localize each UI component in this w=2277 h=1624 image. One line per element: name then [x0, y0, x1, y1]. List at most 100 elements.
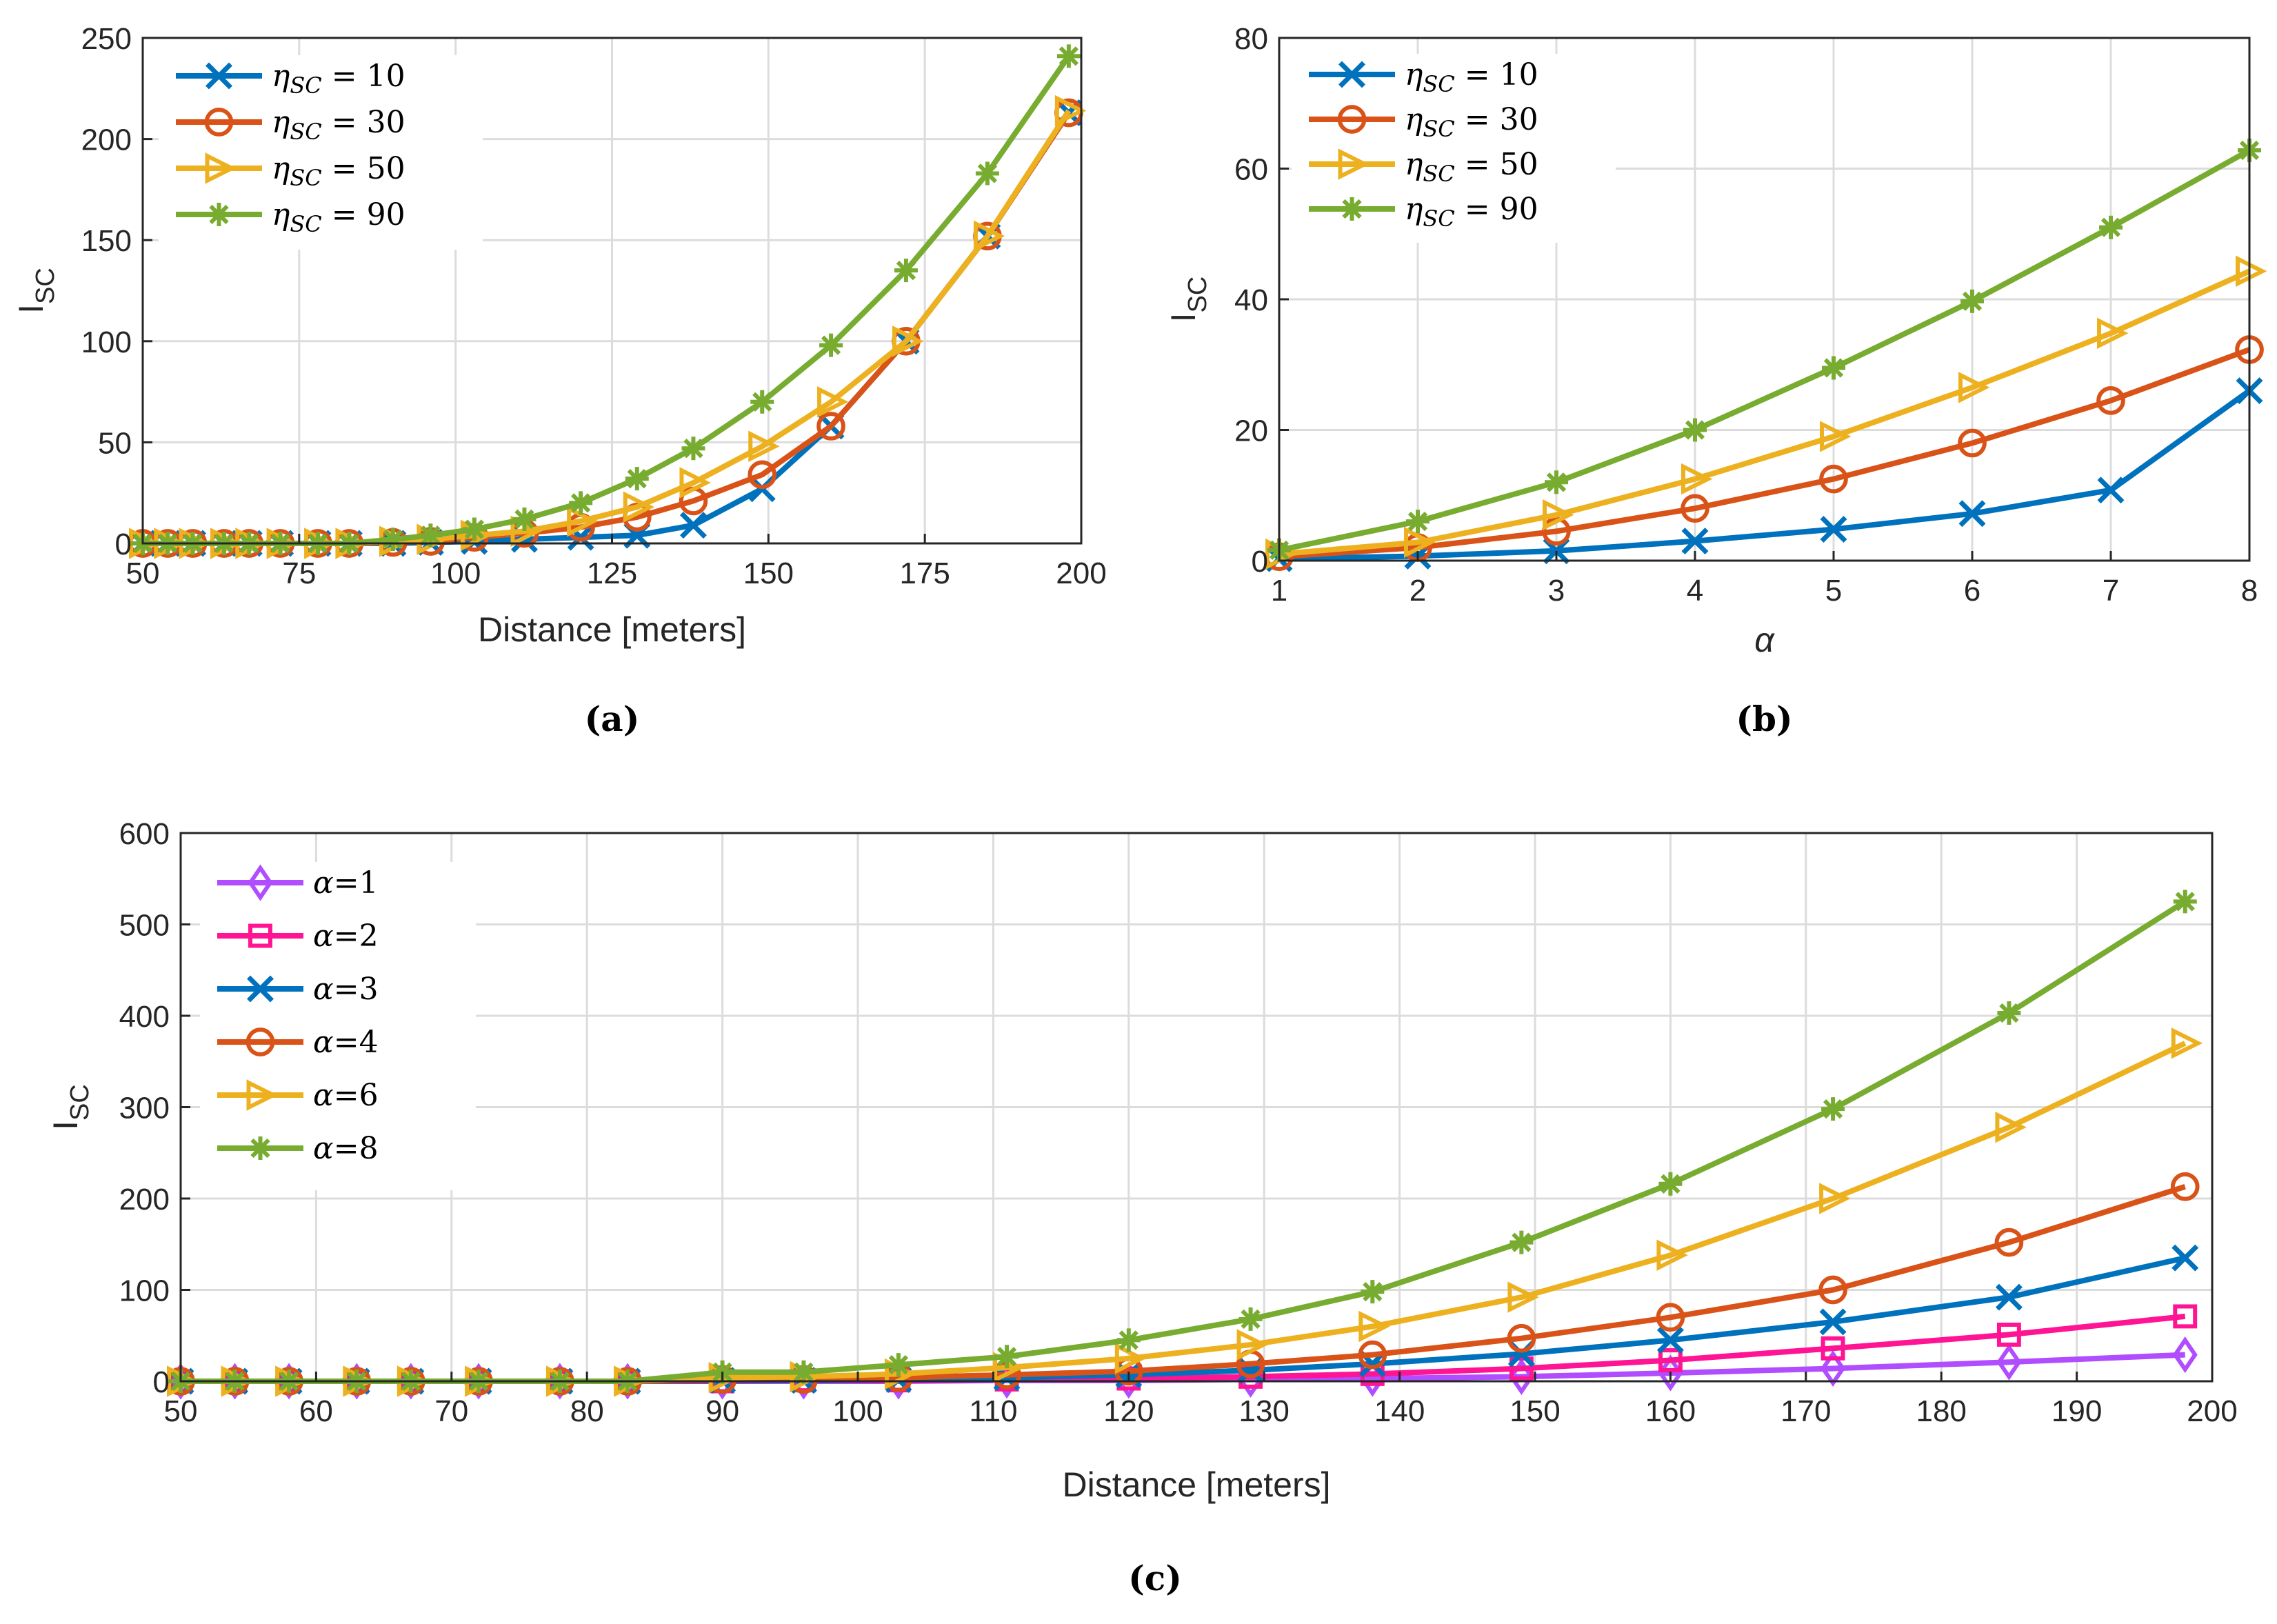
x-tick-label: 1 — [1271, 574, 1287, 608]
y-tick-label: 100 — [119, 1274, 170, 1308]
x-tick-label: 130 — [1238, 1394, 1289, 1428]
legend: α=1 α=2 α=3 α=4 α=6 α=8 — [200, 862, 476, 1190]
x-tick-label: 8 — [2241, 574, 2258, 608]
data-point — [679, 467, 711, 499]
x-tick-label: 80 — [570, 1394, 604, 1428]
x-tick-label: 140 — [1374, 1394, 1425, 1428]
y-tick-label: 80 — [1234, 22, 1268, 56]
data-point — [679, 512, 707, 539]
y-tick-label: 100 — [81, 325, 132, 359]
data-point — [1543, 499, 1574, 531]
legend: ηSC = 10 ηSC = 30 ηSC = 50 ηSC = 90 — [1292, 54, 1616, 243]
data-point — [1819, 1308, 1847, 1336]
data-point — [2097, 477, 2125, 504]
legend-label: ηSC = 90 — [1405, 192, 1538, 232]
y-tick-label: 400 — [119, 1000, 170, 1034]
data-point — [567, 505, 599, 537]
data-point — [1820, 1336, 1845, 1361]
legend-box — [200, 862, 476, 1190]
data-point — [381, 528, 405, 552]
data-point — [1995, 1283, 2023, 1311]
y-tick-label: 200 — [119, 1183, 170, 1216]
series-line — [1278, 388, 2251, 562]
y-tick-label: 60 — [1234, 153, 1268, 187]
legend-marker — [207, 203, 231, 226]
x-tick-label: 5 — [1825, 574, 1842, 608]
data-point — [1114, 1343, 1147, 1374]
x-tick-label: 150 — [743, 557, 794, 590]
data-point — [1820, 421, 1852, 452]
data-point — [1820, 1350, 1846, 1387]
y-tick-label: 200 — [81, 123, 132, 157]
x-tick-label: 200 — [2187, 1394, 2237, 1428]
x-tick-label: 170 — [1781, 1394, 1831, 1428]
legend-marker — [1337, 105, 1367, 134]
data-point — [1056, 44, 1081, 68]
data-point — [1819, 1183, 1851, 1214]
legend-marker — [1340, 197, 1364, 221]
y-axis-label: ISC — [1164, 277, 1212, 323]
x-tick-label: 4 — [1687, 574, 1703, 608]
legend-label: ηSC = 90 — [272, 197, 405, 237]
x-tick-label: 190 — [2052, 1394, 2102, 1428]
x-tick-label: 2 — [1410, 574, 1426, 608]
data-point — [1996, 1322, 2021, 1347]
y-axis-label: ISC — [12, 268, 60, 314]
data-point — [1995, 1111, 2027, 1143]
data-point — [1681, 528, 1709, 555]
data-point — [975, 161, 999, 186]
data-point — [2173, 1304, 2198, 1329]
x-tick-label: 70 — [434, 1394, 468, 1428]
x-tick-label: 100 — [430, 557, 481, 590]
data-point — [1681, 494, 1709, 523]
x-tick-label: 7 — [2103, 574, 2119, 608]
x-tick-label: 180 — [1916, 1394, 1966, 1428]
data-point — [748, 430, 780, 462]
x-tick-label: 150 — [1509, 1394, 1560, 1428]
data-point — [1822, 356, 1845, 380]
data-point — [1656, 1239, 1688, 1271]
y-tick-label: 500 — [119, 909, 170, 943]
data-point — [462, 517, 486, 541]
data-point — [1997, 1001, 2021, 1025]
legend-marker — [248, 923, 272, 948]
legend-label: α=6 — [313, 1078, 379, 1113]
data-point — [1994, 1227, 2024, 1257]
data-point — [1683, 418, 1707, 442]
data-point — [1361, 1280, 1385, 1304]
caption: (c) — [1128, 1558, 1182, 1598]
data-point — [2173, 890, 2197, 914]
data-point — [625, 467, 649, 491]
legend-label: ηSC = 50 — [1405, 147, 1538, 187]
y-tick-label: 40 — [1234, 283, 1268, 317]
x-tick-label: 175 — [899, 557, 950, 590]
x-tick-label: 90 — [705, 1394, 739, 1428]
data-point — [2171, 1244, 2199, 1272]
legend-marker — [1338, 61, 1365, 88]
data-point — [816, 412, 845, 441]
x-tick-label: 60 — [299, 1394, 333, 1428]
data-point — [892, 325, 924, 357]
data-point — [1358, 1310, 1390, 1343]
data-point — [1658, 1172, 1683, 1196]
data-point — [894, 259, 918, 283]
data-point — [2171, 1027, 2203, 1059]
data-point — [1681, 463, 1713, 495]
legend-label: ηSC = 10 — [1405, 57, 1538, 97]
data-point — [1996, 1343, 2022, 1381]
data-point — [792, 1360, 816, 1384]
data-point — [1509, 1358, 1534, 1395]
data-point — [1958, 428, 1987, 458]
x-axis-label: Distance [meters] — [1062, 1465, 1330, 1504]
y-tick-label: 0 — [153, 1365, 170, 1399]
legend-marker — [205, 62, 232, 90]
x-tick-label: 125 — [587, 557, 637, 590]
data-point — [1509, 1356, 1534, 1381]
x-tick-label: 200 — [1056, 557, 1106, 590]
data-point — [1656, 1326, 1684, 1354]
legend-marker — [1338, 148, 1370, 180]
data-point — [2099, 215, 2123, 239]
data-point — [2096, 386, 2125, 415]
x-tick-label: 110 — [969, 1394, 1017, 1428]
